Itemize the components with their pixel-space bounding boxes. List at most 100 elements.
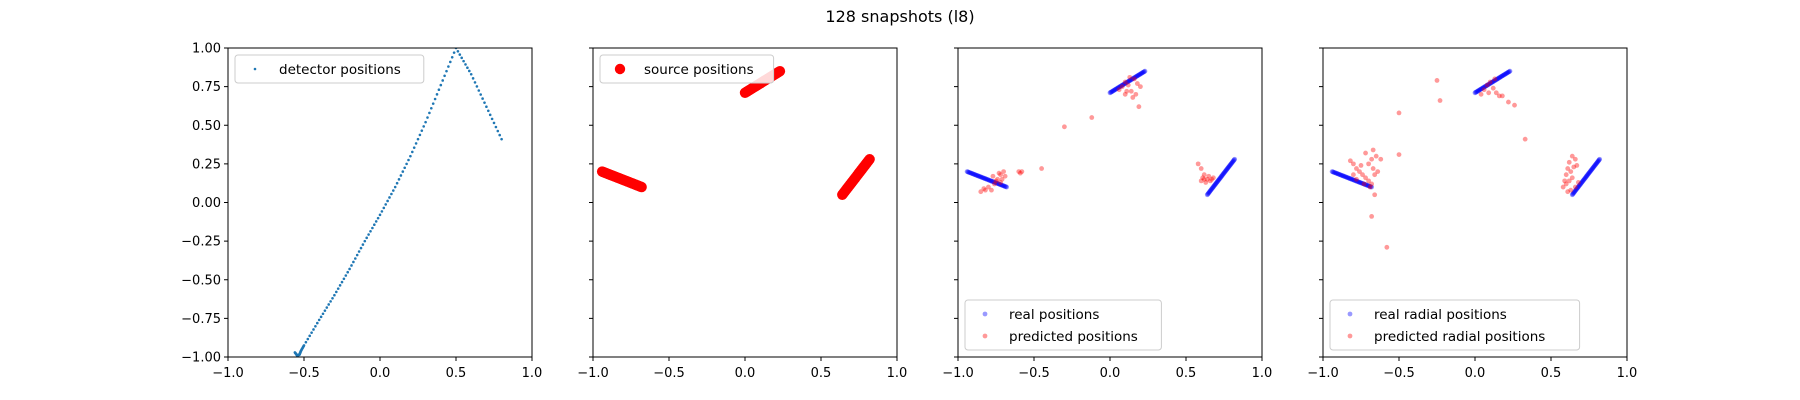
y-tick-label: 0.00 [192,196,221,211]
data-point [359,246,363,250]
data-point [1592,162,1598,168]
data-point [1506,69,1511,75]
data-point [973,172,978,178]
data-point [1203,180,1209,185]
data-point [418,133,422,137]
data-point [1342,174,1348,179]
data-point [1357,169,1362,175]
data-point [1366,161,1371,167]
data-point [1119,84,1125,90]
data-point [496,129,500,133]
x-tick-label: −1.0 [212,366,244,381]
data-point [994,180,999,186]
data-point [1500,72,1506,78]
data-point [1211,183,1217,189]
data-point [475,85,479,88]
data-point [1109,89,1114,95]
data-point [864,154,875,165]
data-point [447,65,450,68]
data-point [1218,174,1224,180]
data-point [1338,172,1343,178]
data-point [1585,172,1590,178]
data-point [1358,163,1364,168]
data-point [1572,189,1578,195]
data-point [1120,82,1126,88]
data-point [1345,175,1351,181]
data-point [974,173,980,178]
data-point [376,216,380,220]
data-point [1354,166,1359,171]
data-point [471,77,475,80]
data-point [1223,168,1229,173]
data-point [488,113,492,117]
data-point [982,176,988,181]
data-point [1109,89,1115,94]
data-point [1127,74,1133,80]
data-point [1482,84,1488,90]
data-point [1500,73,1505,79]
data-point [1215,178,1221,183]
data-point [1499,93,1505,99]
data-point [991,179,997,185]
data-point [302,344,306,347]
data-point [1595,159,1601,164]
x-tick-label: 0.0 [735,366,756,381]
data-point [450,55,454,59]
data-point [1572,156,1578,162]
data-point [1131,76,1137,82]
data-point [1597,156,1603,162]
data-point [1126,78,1132,84]
data-point [1132,75,1137,81]
data-point [979,175,985,180]
data-point [424,120,427,124]
data-point [1129,76,1135,82]
data-point [1490,79,1496,85]
data-point [1496,75,1502,81]
data-point [441,79,445,82]
data-point [1349,177,1355,182]
data-point [479,93,483,96]
data-point [1134,73,1140,79]
data-point [1364,182,1369,188]
data-point [1369,181,1375,187]
data-point [1134,81,1140,86]
data-point [972,172,978,177]
data-point [1221,170,1227,176]
data-point [374,220,378,223]
data-point [1437,98,1443,103]
data-point [1333,170,1339,176]
data-point [1229,160,1235,166]
data-point [331,296,334,300]
data-point [992,180,998,185]
data-point [969,171,975,176]
data-point [1370,147,1376,153]
data-point [990,173,996,179]
data-point [1351,177,1357,183]
data-point [1217,175,1223,181]
data-point [1497,75,1502,81]
data-point [1366,183,1372,189]
data-point [386,199,389,203]
data-point [1062,124,1067,130]
x-tick-label: 0.0 [1100,366,1121,381]
data-point [1108,89,1114,95]
data-point [1486,81,1492,87]
data-point [1002,173,1008,179]
data-point [981,175,987,181]
data-point [1116,87,1122,93]
data-point [973,172,979,178]
data-point [460,56,464,60]
data-point [1208,187,1214,193]
data-point [1135,72,1141,78]
data-point [1483,83,1489,89]
data-point [1340,173,1346,179]
data-point [1214,179,1220,185]
data-point [990,179,996,185]
data-point [1230,159,1236,164]
data-point [970,171,976,177]
legend-label: predicted positions [1009,329,1138,345]
data-point [1198,166,1204,171]
plot-area [596,65,875,200]
x-tick-label: −1.0 [577,366,609,381]
data-point [999,176,1005,182]
